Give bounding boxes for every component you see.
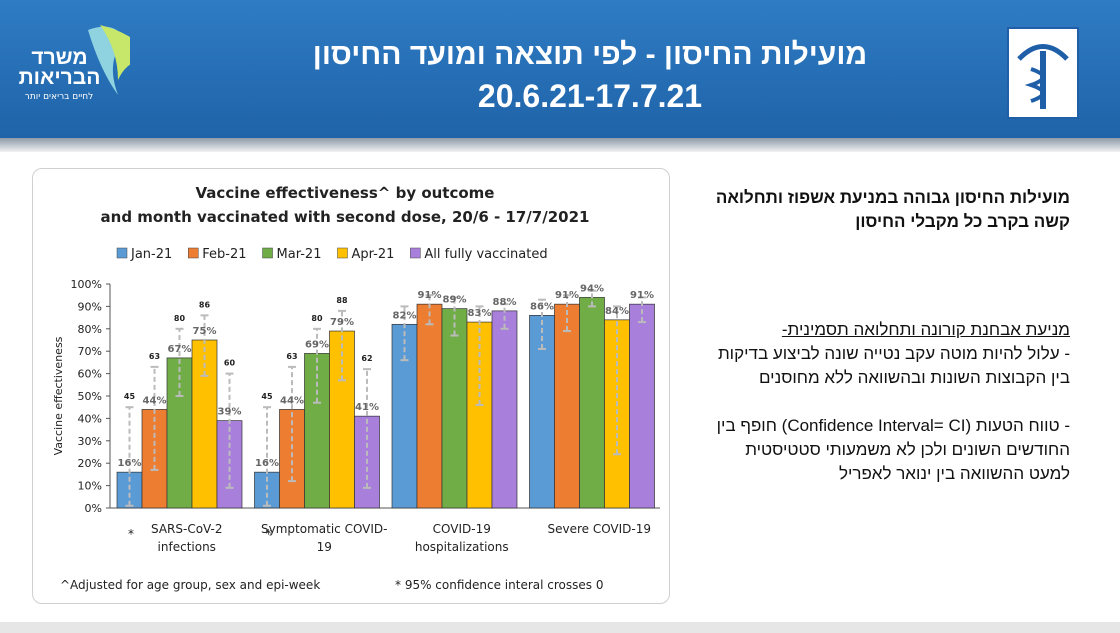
value-label: 91% — [418, 290, 442, 301]
bar — [416, 303, 443, 509]
legend-swatch — [262, 247, 273, 259]
value-label: 39% — [218, 407, 242, 418]
ci-label: 63 — [286, 352, 297, 361]
footer-bar — [0, 622, 1120, 633]
ci-label: 45 — [261, 392, 273, 401]
value-label: 79% — [330, 317, 354, 328]
y-tick-label: 100% — [71, 278, 102, 291]
value-label: 89% — [443, 295, 467, 306]
value-label: 94% — [580, 283, 604, 294]
legend-label: Apr-21 — [351, 247, 394, 262]
legend-label: All fully vaccinated — [424, 247, 547, 262]
legend-label: Feb-21 — [202, 247, 246, 262]
x-tick-label: SARS-CoV-2 infections — [150, 522, 223, 554]
bar — [579, 297, 605, 509]
y-tick-label: 90% — [78, 300, 102, 313]
value-label: 86% — [530, 301, 554, 312]
ministry-emblem — [1007, 27, 1079, 119]
value-label: 16% — [255, 458, 279, 469]
logo-graphic — [88, 25, 130, 96]
x-tick-label: Symptomatic COVID-19 — [261, 522, 388, 554]
bar — [279, 409, 305, 509]
bar — [629, 303, 655, 509]
bar — [304, 353, 330, 509]
text-panel: מועילות החיסון גבוהה במניעת אשפוז ותחלוא… — [700, 180, 1070, 486]
value-label: 69% — [305, 339, 329, 350]
y-tick-label: 10% — [78, 480, 102, 493]
value-label: 91% — [630, 290, 654, 301]
emblem-arc — [1017, 44, 1069, 61]
value-label: 91% — [555, 290, 579, 301]
panel-note: - עלול להיות מוטה עקב נטייה שונה לביצוע … — [717, 344, 1070, 387]
bar — [554, 303, 580, 509]
value-label: 88% — [493, 297, 517, 308]
logo-shape — [100, 25, 130, 80]
ci-label: 80 — [311, 314, 323, 323]
panel-heading: מועילות החיסון גבוהה במניעת אשפוז ותחלוא… — [715, 188, 1070, 231]
panel-subheading: מניעת אבחנת קורונה ותחלואה תסמינית- — [781, 320, 1070, 339]
ci-label: 63 — [149, 352, 160, 361]
value-label: 41% — [355, 402, 379, 413]
bar — [491, 310, 518, 509]
logo-tagline: לחיים בריאים יותר — [24, 92, 94, 102]
bar — [166, 357, 193, 509]
value-label: 44% — [143, 395, 167, 406]
bar — [216, 420, 243, 509]
header-dates: 20.6.21-17.7.21 — [477, 78, 703, 114]
ci-label: 60 — [224, 359, 236, 368]
value-label: 16% — [118, 458, 142, 469]
y-tick-label: 70% — [78, 345, 102, 358]
y-tick-label: 80% — [78, 323, 102, 336]
category-marker: * — [266, 527, 272, 541]
emblem-snake — [1024, 67, 1045, 103]
y-tick-label: 0% — [85, 502, 102, 515]
panel-note: - טווח הטעות (Confidence Interval= CI) ח… — [716, 416, 1070, 483]
y-axis-label: Vaccine effectiveness — [52, 336, 65, 455]
header-title: מועילות החיסון - לפי תוצאה ומועד החיסון — [312, 38, 868, 71]
value-label: 83% — [468, 308, 492, 319]
bar — [391, 323, 418, 509]
header — [0, 0, 1120, 138]
y-tick-label: 20% — [78, 457, 102, 470]
legend-swatch — [410, 247, 421, 259]
ci-label: 86 — [199, 300, 211, 309]
bar — [466, 321, 493, 509]
y-tick-label: 40% — [78, 412, 102, 425]
emblem-graphic — [1017, 44, 1069, 109]
legend-swatch — [188, 247, 199, 259]
legend-label: Jan-21 — [130, 247, 172, 262]
chart-title: Vaccine effectiveness^ by outcome — [196, 184, 495, 202]
bar — [329, 330, 355, 509]
ci-label: 45 — [124, 392, 136, 401]
value-label: 44% — [280, 395, 304, 406]
chart-title: and month vaccinated with second dose, 2… — [101, 208, 590, 226]
bar — [441, 308, 468, 509]
header-stripe — [0, 138, 1120, 152]
value-label: 84% — [605, 306, 629, 317]
value-label: 82% — [393, 310, 417, 321]
footnote: * 95% confidence interal crosses 0 — [395, 578, 603, 592]
x-tick-label: COVID-19 hospitalizations — [414, 522, 509, 554]
ci-label: 88 — [336, 296, 348, 305]
logo-name: משרד הבריאות — [18, 46, 101, 89]
value-label: 75% — [193, 326, 217, 337]
value-label: 67% — [168, 344, 192, 355]
y-tick-label: 60% — [78, 368, 102, 381]
chart: Vaccine effectiveness^ by outcome and mon… — [52, 184, 660, 592]
ci-label: 80 — [174, 314, 186, 323]
legend-swatch — [116, 247, 128, 259]
legend-label: Mar-21 — [277, 247, 322, 262]
legend-swatch — [337, 247, 348, 259]
ci-label: 62 — [361, 354, 372, 363]
footnote: ^Adjusted for age group, sex and epi-wee… — [60, 578, 320, 592]
x-tick-label: Severe COVID-19 — [547, 522, 652, 536]
y-tick-label: 30% — [78, 435, 102, 448]
category-marker: * — [128, 527, 134, 541]
y-tick-label: 50% — [78, 390, 102, 403]
